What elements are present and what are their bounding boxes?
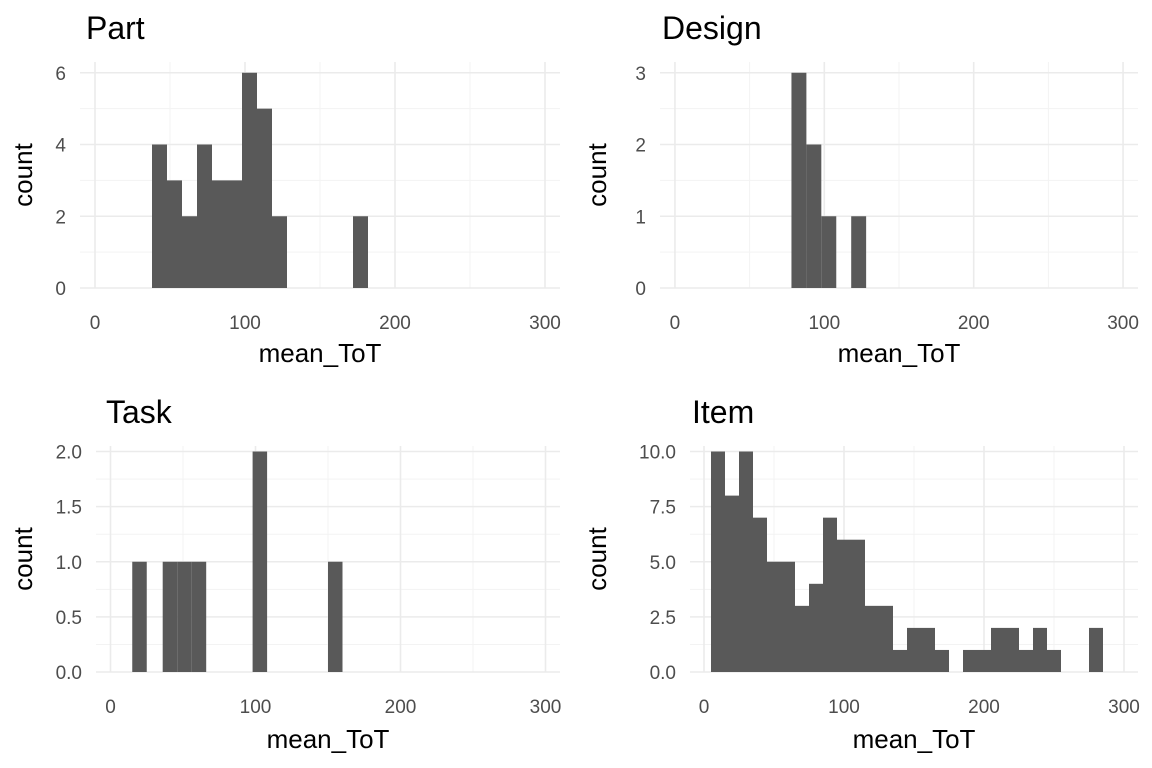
histogram-bar [227,180,242,288]
x-axis-label: mean_ToT [267,724,390,754]
histogram-bar [167,180,182,288]
histogram-bar [177,561,192,672]
y-tick-label: 2.5 [650,608,676,629]
histogram-bar [191,561,207,672]
histogram-bar [1047,649,1061,672]
x-tick-label: 100 [828,697,860,718]
panel-part: 0 100 200 300 0 2 4 6 mean_ToT count [8,62,561,368]
y-tick-label: 10.0 [639,443,676,464]
histogram-bar [353,216,368,288]
x-tick-label: 200 [385,697,417,718]
x-tick-label: 0 [90,313,101,334]
y-tick-label: 2.0 [56,443,82,464]
histogram-bar [132,561,147,672]
x-axis-label: mean_ToT [853,724,976,754]
histogram-bar [781,561,795,672]
histogram-bar [991,627,1005,672]
histogram-bar [328,561,343,672]
histogram-bar [152,144,167,288]
y-axis-label: count [582,142,612,206]
histogram-bar [851,539,865,672]
histogram-bar [823,517,837,672]
histogram-bar [212,180,227,288]
x-tick-label: 200 [968,697,1000,718]
histogram-bar [977,649,991,672]
histogram-bar [1005,627,1019,672]
y-tick-label: 6 [55,64,66,85]
histogram-bar [272,216,287,288]
histogram-bar [907,627,921,672]
histogram-bar [893,649,907,672]
histogram-bar [242,72,257,288]
x-tick-label: 200 [379,313,411,334]
x-tick-label: 200 [958,313,990,334]
x-tick-label: 300 [530,697,562,718]
x-tick-label: 0 [670,313,681,334]
histogram-bar [963,649,977,672]
panel-task: 0 100 200 300 0.0 0.5 1.0 1.5 2.0 mean_ToT count [8,443,561,754]
y-tick-label: 5.0 [650,553,676,574]
histogram-bar [837,539,851,672]
x-tick-label: 0 [699,697,710,718]
y-tick-label: 0 [55,279,66,300]
panel-design: 0 100 200 300 0 1 2 3 mean_ToT count [582,62,1139,368]
histogram-bar [795,605,809,672]
panel-item: 0 100 200 300 0.0 2.5 5.0 7.5 10.0 mean_ToT count [582,443,1140,754]
y-tick-label: 2 [55,207,66,228]
histogram-bar [162,561,178,672]
histogram-bar [1019,649,1033,672]
y-axis-label: count [8,142,38,206]
histogram-bar [921,627,935,672]
y-tick-label: 0 [635,279,646,300]
y-tick-label: 3 [635,64,646,85]
histogram-bar [739,451,753,672]
x-tick-label: 0 [105,697,116,718]
histogram-bar [809,583,823,672]
y-tick-label: 0.5 [56,608,82,629]
histogram-bar [865,605,879,672]
x-axis-label: mean_ToT [259,338,382,368]
y-tick-label: 7.5 [650,498,676,519]
x-tick-label: 300 [1107,313,1139,334]
x-tick-label: 100 [808,313,840,334]
histogram-bar [182,216,197,288]
histogram-bar [1033,627,1047,672]
x-tick-label: 100 [229,313,261,334]
histogram-bar [252,451,268,672]
histogram-bar [1089,627,1103,672]
histogram-bar [725,495,739,672]
y-axis-label: count [8,526,38,590]
y-tick-label: 4 [55,136,66,157]
panel-title-part: Part [86,10,145,46]
histogram-bar [879,605,893,672]
histogram-bar [257,108,272,288]
histogram-bar [767,561,781,672]
y-tick-label: 0.0 [650,663,676,684]
panel-title-task: Task [106,394,172,430]
histogram-bar [197,144,212,288]
y-tick-label: 1 [635,207,646,228]
y-tick-label: 1.5 [56,498,82,519]
histogram-bar [753,517,767,672]
histogram-bar [851,216,867,288]
x-axis-label: mean_ToT [838,338,961,368]
y-tick-label: 2 [635,136,646,157]
x-tick-label: 300 [1108,697,1140,718]
panel-title-design: Design [662,10,762,46]
histogram-bar [821,216,837,288]
panel-title-item: Item [692,394,755,430]
y-tick-label: 0.0 [56,663,82,684]
y-axis-label: count [582,526,612,590]
histogram-bar [935,649,949,672]
x-tick-label: 300 [529,313,561,334]
histogram-bar [711,451,725,672]
x-tick-label: 100 [240,697,272,718]
histogram-bar [806,144,822,288]
histogram-bar [791,72,807,288]
y-tick-label: 1.0 [56,553,82,574]
